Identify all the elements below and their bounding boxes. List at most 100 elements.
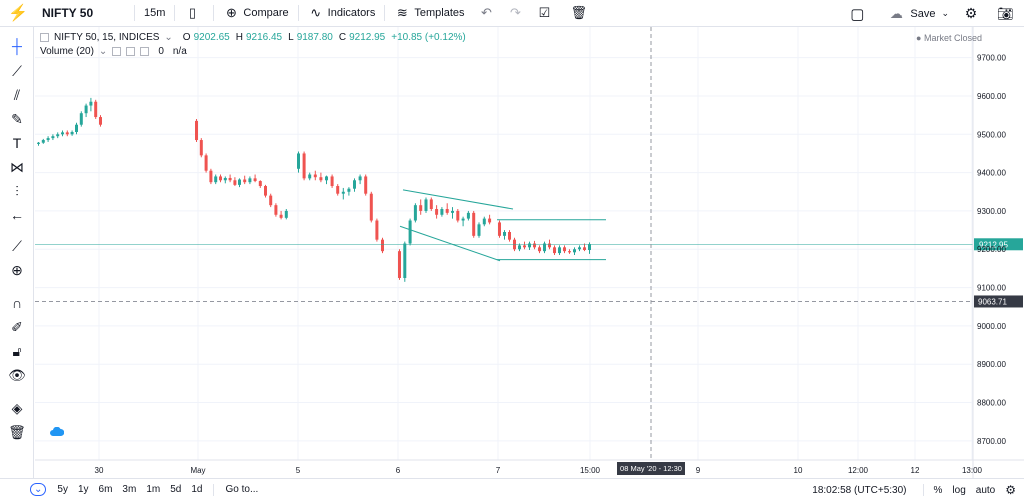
price-tick-label: 9200.00 (977, 245, 1006, 254)
candle-body (451, 210, 454, 213)
interval-button[interactable]: 15m (144, 7, 166, 19)
candle-body (461, 218, 465, 221)
date-range-list: 5y 1y 6m 3m 1m 5d 1d (52, 484, 207, 495)
candle-body (99, 117, 102, 125)
templates-button[interactable]: ≋ Templates (387, 0, 471, 27)
close-value: 9212.95 (349, 32, 386, 43)
symbol-search-button[interactable]: NIFTY 50 (42, 6, 94, 20)
candle-body (518, 245, 521, 250)
text-icon[interactable]: T (12, 135, 22, 151)
redo-button[interactable]: ↷ (506, 0, 530, 27)
candle (258, 180, 262, 188)
candle-body (79, 113, 83, 125)
settings-icon[interactable] (126, 47, 136, 56)
range-button-1y[interactable]: 1y (77, 484, 89, 495)
candle-body (440, 209, 444, 215)
close-icon[interactable] (140, 47, 150, 56)
candle (424, 197, 428, 213)
candle (461, 216, 465, 227)
candle-body (558, 247, 561, 254)
auto-toggle[interactable]: auto (975, 484, 996, 496)
ruler-icon[interactable]: ⟋ (12, 237, 22, 254)
high-value: 9216.45 (245, 32, 283, 43)
candle-body (583, 247, 586, 251)
eye-icon[interactable] (112, 47, 122, 56)
checkbox-button[interactable]: ☑ (530, 0, 564, 27)
status-dot-icon: ● (916, 33, 922, 43)
fullscreen-button[interactable]: ▢ (839, 0, 879, 27)
settings-button[interactable]: ⚙ (956, 0, 990, 27)
lock-drawing-icon[interactable]: ✐ (11, 318, 23, 335)
time-tick-label: 7 (496, 466, 501, 475)
range-button-1m[interactable]: 1m (146, 484, 161, 495)
compare-button[interactable]: ⊕ Compare (216, 0, 295, 27)
trash-icon[interactable]: 🗑︎ (8, 423, 26, 440)
collapse-arrow-icon[interactable]: ← (10, 207, 24, 223)
range-button-5y[interactable]: 5y (57, 484, 68, 495)
candle (508, 230, 511, 242)
open-label: O (182, 32, 191, 43)
range-button-5d[interactable]: 5d (170, 484, 182, 495)
trend-line[interactable] (399, 225, 501, 262)
candle (319, 172, 323, 183)
price-chart[interactable]: 9212.95 9063.71 08 May '20 - 12:30 9700.00… (35, 27, 1024, 478)
candle (279, 210, 283, 220)
range-button-3m[interactable]: 3m (122, 484, 137, 495)
price-tick-label: 9600.00 (977, 92, 1006, 101)
candle (553, 245, 556, 255)
goto-button[interactable]: Go to... (225, 484, 259, 495)
chevron-down-icon[interactable]: ⌄ (98, 46, 108, 57)
save-button[interactable]: ☁ Save ⌄ (879, 0, 956, 27)
log-toggle[interactable]: log (952, 484, 966, 496)
templates-label: Templates (414, 7, 465, 19)
eye-icon[interactable]: 👁︎ (8, 366, 26, 383)
candle (503, 230, 506, 240)
indicators-icon: ∿ (310, 5, 322, 20)
volume-title[interactable]: Volume (20) (40, 46, 94, 57)
gear-icon[interactable]: ⚙ (1005, 483, 1016, 497)
candle (46, 136, 50, 142)
percent-toggle[interactable]: % (933, 484, 943, 496)
screenshot-button[interactable]: 📷︎ (990, 0, 1024, 27)
candle-body (325, 176, 328, 181)
crosshair-icon[interactable]: ┼ (12, 38, 22, 54)
candle (381, 237, 384, 254)
low-value: 9187.80 (296, 32, 333, 43)
prediction-icon[interactable]: ⫶ (15, 182, 19, 199)
pitchfork-icon[interactable]: ⫽ (13, 86, 21, 103)
clock[interactable]: 18:02:58 (UTC+5:30) (812, 484, 907, 496)
candle (223, 176, 227, 184)
candle-body (274, 205, 278, 215)
candle-body (523, 245, 526, 248)
undo-button[interactable]: ↶ (472, 0, 506, 27)
time-tick-label: 12 (911, 466, 920, 475)
zoom-in-icon[interactable]: ⊕ (11, 261, 23, 278)
trend-line-icon[interactable]: ⟋ (12, 62, 22, 79)
candle (248, 176, 252, 185)
unlock-icon[interactable]: 🔓︎ (12, 342, 22, 359)
lightning-icon[interactable]: ⚡ (8, 5, 28, 22)
price-tick-label: 9400.00 (977, 169, 1006, 178)
pattern-icon[interactable]: ⋈ (10, 158, 24, 175)
layers-icon[interactable]: ◈ (11, 399, 23, 416)
candle (61, 130, 64, 137)
trend-line[interactable] (402, 189, 514, 210)
series-title[interactable]: NIFTY 50, 15, INDICES (54, 32, 160, 43)
chevron-down-icon[interactable]: ⌄ (164, 32, 173, 43)
magnet-icon[interactable]: ∩ (11, 295, 23, 311)
range-button-6m[interactable]: 6m (98, 484, 113, 495)
range-button-1d[interactable]: 1d (191, 484, 203, 495)
candle (498, 220, 501, 238)
brush-icon[interactable]: ✎ (11, 110, 23, 127)
candle-body (223, 177, 227, 181)
calendar-icon[interactable]: ⌄ (30, 483, 47, 496)
chart-axes: 9700.00 9600.00 9500.00 9400.00 9300.00 9200.… (35, 27, 1024, 478)
chart-type-button[interactable]: ▯ (177, 0, 211, 27)
candle-body (482, 218, 486, 225)
collapse-legend-icon[interactable] (40, 33, 49, 42)
candle-body (56, 134, 60, 137)
cloud-logo-icon[interactable] (50, 427, 64, 437)
indicators-button[interactable]: ∿ Indicators (301, 0, 383, 27)
delete-button[interactable]: 🗑︎ (564, 0, 598, 27)
candle (94, 99, 98, 119)
